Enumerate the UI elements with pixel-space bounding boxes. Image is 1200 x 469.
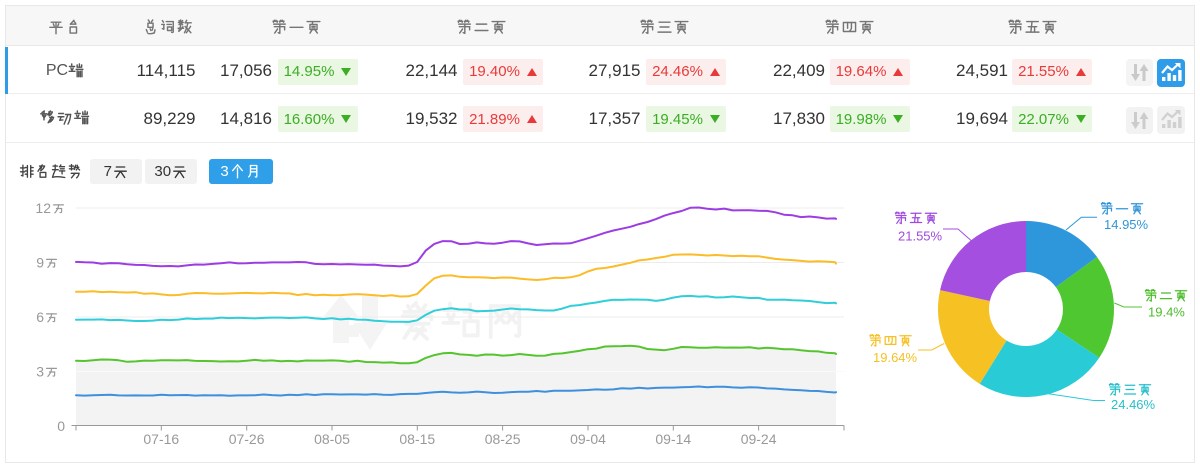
svg-text:08-05: 08-05 <box>314 431 350 447</box>
svg-text:09-04: 09-04 <box>570 431 606 447</box>
svg-text:3: 3 <box>36 364 44 380</box>
svg-text:08-25: 08-25 <box>485 431 521 447</box>
svg-text:19.64%: 19.64% <box>873 350 918 365</box>
svg-text:6: 6 <box>36 309 44 325</box>
svg-text:14.95%: 14.95% <box>1104 217 1149 232</box>
svg-text:19.4%: 19.4% <box>1148 305 1185 320</box>
svg-text:0: 0 <box>57 418 65 434</box>
svg-text:21.55%: 21.55% <box>898 229 943 244</box>
svg-text:07-16: 07-16 <box>143 431 179 447</box>
svg-text:9: 9 <box>36 255 44 271</box>
svg-text:09-24: 09-24 <box>741 431 777 447</box>
svg-text:08-15: 08-15 <box>399 431 435 447</box>
svg-text:07-26: 07-26 <box>229 431 265 447</box>
svg-text:12: 12 <box>35 200 51 216</box>
svg-text:24.46%: 24.46% <box>1111 397 1156 412</box>
svg-text:09-14: 09-14 <box>655 431 691 447</box>
